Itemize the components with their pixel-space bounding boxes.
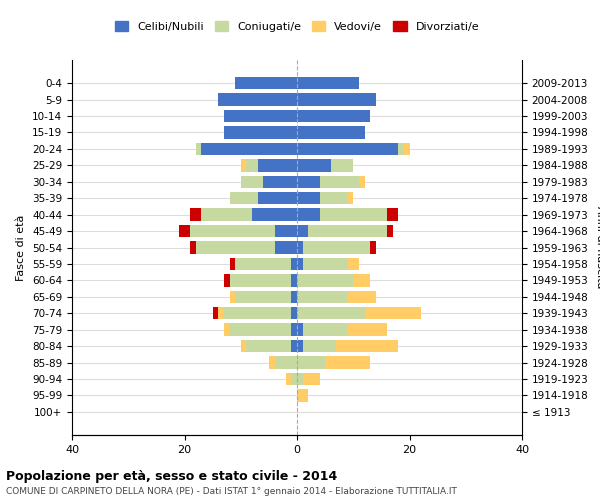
Bar xyxy=(347,324,387,336)
Text: COMUNE DI CARPINETO DELLA NORA (PE) - Dati ISTAT 1° gennaio 2014 - Elaborazione : COMUNE DI CARPINETO DELLA NORA (PE) - Da… xyxy=(6,488,457,496)
Bar xyxy=(308,225,387,237)
Bar xyxy=(297,225,308,237)
Bar xyxy=(235,77,297,90)
Bar xyxy=(292,307,297,320)
Bar xyxy=(241,340,247,352)
Bar xyxy=(387,208,398,221)
Bar xyxy=(331,159,353,172)
Bar xyxy=(320,208,387,221)
Bar xyxy=(297,242,302,254)
Bar xyxy=(292,258,297,270)
Bar xyxy=(297,258,302,270)
Bar xyxy=(179,225,190,237)
Bar xyxy=(370,242,376,254)
Bar xyxy=(257,192,297,204)
Bar xyxy=(229,274,292,286)
Bar xyxy=(297,176,320,188)
Bar xyxy=(269,356,275,368)
Bar xyxy=(196,242,275,254)
Bar xyxy=(320,176,359,188)
Bar xyxy=(224,274,229,286)
Bar xyxy=(297,208,320,221)
Bar xyxy=(365,307,421,320)
Bar xyxy=(398,143,404,155)
Bar xyxy=(247,159,257,172)
Bar xyxy=(297,110,370,122)
Bar xyxy=(297,143,398,155)
Bar xyxy=(292,290,297,303)
Bar xyxy=(297,94,376,106)
Bar xyxy=(190,225,275,237)
Bar xyxy=(292,274,297,286)
Bar xyxy=(263,176,297,188)
Legend: Celibi/Nubili, Coniugati/e, Vedovi/e, Divorziati/e: Celibi/Nubili, Coniugati/e, Vedovi/e, Di… xyxy=(110,17,484,36)
Bar xyxy=(224,110,297,122)
Bar xyxy=(212,307,218,320)
Bar xyxy=(302,242,370,254)
Bar xyxy=(229,290,235,303)
Bar xyxy=(229,324,292,336)
Y-axis label: Anni di nascita: Anni di nascita xyxy=(595,206,600,289)
Bar xyxy=(224,324,229,336)
Bar xyxy=(292,324,297,336)
Bar xyxy=(292,373,297,385)
Bar xyxy=(202,208,252,221)
Bar xyxy=(302,258,347,270)
Bar xyxy=(297,340,302,352)
Bar xyxy=(190,242,196,254)
Bar xyxy=(229,258,235,270)
Bar xyxy=(297,373,302,385)
Bar xyxy=(224,307,292,320)
Bar xyxy=(224,126,297,138)
Bar xyxy=(275,356,297,368)
Bar xyxy=(297,274,353,286)
Bar xyxy=(247,340,292,352)
Bar xyxy=(404,143,409,155)
Bar xyxy=(257,159,297,172)
Bar xyxy=(196,143,202,155)
Bar xyxy=(275,225,297,237)
Bar xyxy=(297,192,320,204)
Bar xyxy=(347,192,353,204)
Bar xyxy=(347,290,376,303)
Bar xyxy=(297,307,365,320)
Bar xyxy=(297,389,308,402)
Bar xyxy=(320,192,347,204)
Bar xyxy=(275,242,297,254)
Bar xyxy=(292,340,297,352)
Bar xyxy=(235,258,292,270)
Bar xyxy=(302,373,320,385)
Bar xyxy=(325,356,370,368)
Bar xyxy=(302,324,347,336)
Text: Popolazione per età, sesso e stato civile - 2014: Popolazione per età, sesso e stato civil… xyxy=(6,470,337,483)
Bar xyxy=(202,143,297,155)
Bar xyxy=(235,290,292,303)
Y-axis label: Fasce di età: Fasce di età xyxy=(16,214,26,280)
Bar xyxy=(218,307,224,320)
Bar xyxy=(353,274,370,286)
Bar xyxy=(302,340,337,352)
Bar xyxy=(359,176,365,188)
Bar xyxy=(387,225,392,237)
Bar xyxy=(286,373,292,385)
Bar xyxy=(297,126,365,138)
Bar xyxy=(252,208,297,221)
Bar xyxy=(297,290,347,303)
Bar xyxy=(241,159,247,172)
Bar xyxy=(297,159,331,172)
Bar xyxy=(218,94,297,106)
Bar xyxy=(229,192,257,204)
Bar xyxy=(297,324,302,336)
Bar xyxy=(347,258,359,270)
Bar xyxy=(297,77,359,90)
Bar xyxy=(337,340,398,352)
Bar xyxy=(297,356,325,368)
Bar xyxy=(190,208,202,221)
Bar xyxy=(241,176,263,188)
